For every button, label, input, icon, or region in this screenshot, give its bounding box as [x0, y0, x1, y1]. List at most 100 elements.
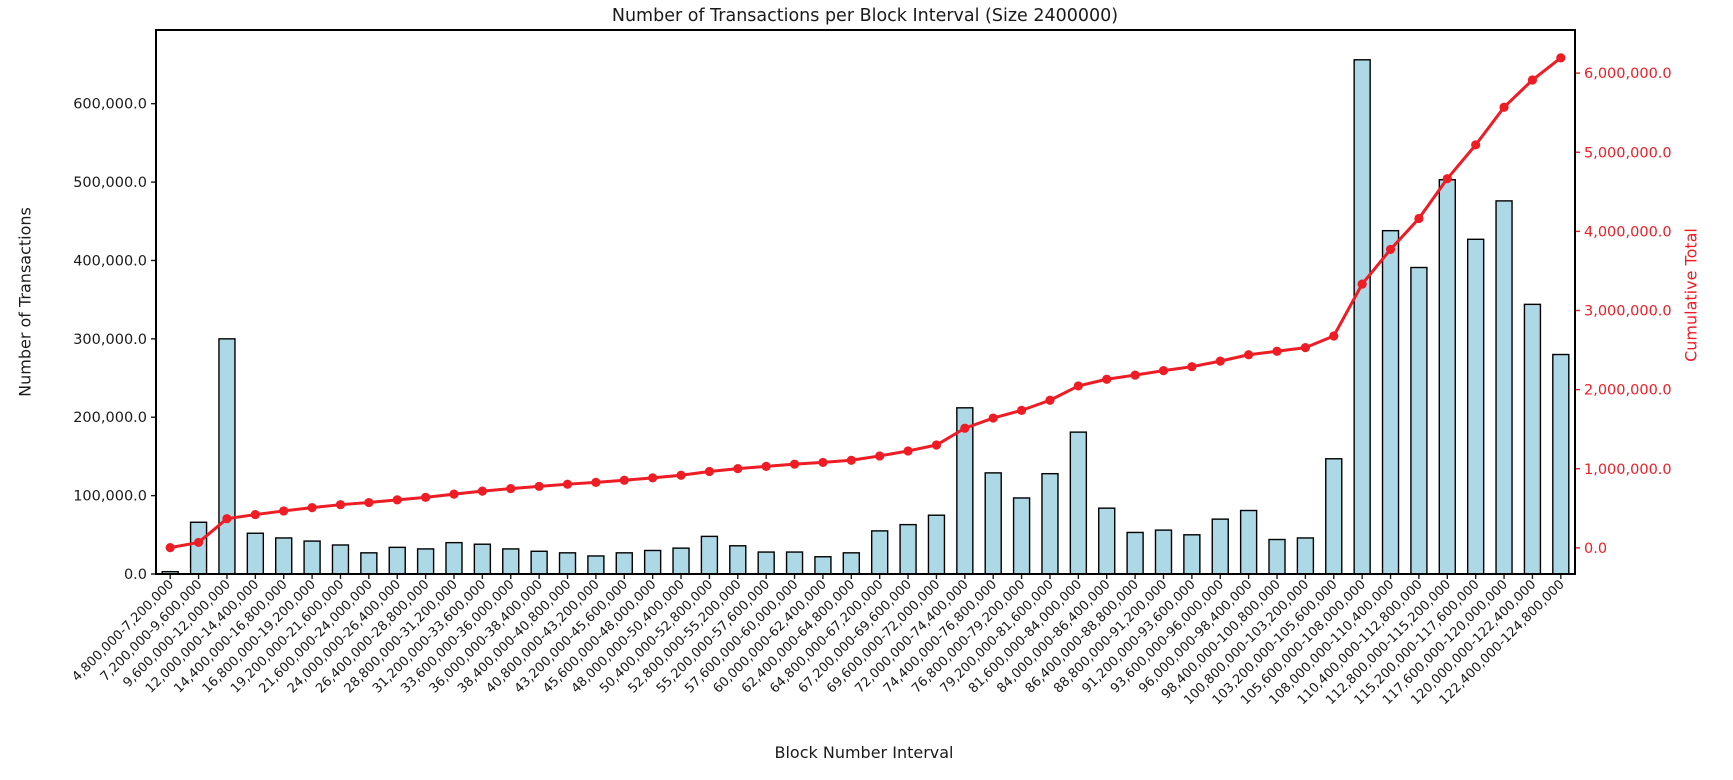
bar: [1098, 507, 1116, 575]
y-axis-tick-label-right: 4,000,000.0: [1584, 224, 1672, 240]
x-axis-title: Block Number Interval: [774, 743, 954, 762]
bar: [1239, 509, 1258, 575]
bar: [331, 544, 350, 575]
cumulative-point: [1385, 244, 1396, 255]
cumulative-point: [818, 457, 828, 468]
cumulative-point: [1556, 53, 1566, 63]
bar: [814, 556, 832, 575]
bar: [1438, 179, 1456, 575]
bar: [1069, 431, 1088, 575]
cumulative-point: [1527, 75, 1538, 85]
y-axis-tick-label-left: 400,000.0: [73, 253, 147, 269]
y-axis-tick-label-right: 2,000,000.0: [1584, 383, 1672, 399]
cumulative-point: [1244, 350, 1254, 360]
bar: [1296, 537, 1315, 575]
bar: [700, 535, 719, 575]
cumulative-line: [169, 56, 1562, 550]
cumulative-point: [846, 455, 856, 465]
y-axis-tick-label-right: 5,000,000.0: [1584, 145, 1672, 161]
cumulative-point: [648, 473, 658, 483]
cumulative-point: [335, 500, 346, 510]
bar: [473, 543, 492, 575]
y-axis-tick-label-right: 3,000,000.0: [1584, 304, 1672, 320]
bar: [1041, 472, 1059, 575]
cumulative-point: [1499, 102, 1509, 112]
bar: [1381, 229, 1400, 575]
bar: [927, 514, 946, 575]
cumulative-point: [761, 461, 771, 471]
bar: [984, 472, 1002, 575]
cumulative-point: [1442, 174, 1452, 184]
bar: [899, 523, 917, 575]
cumulative-point: [1215, 356, 1225, 366]
cumulative-point: [903, 446, 913, 456]
y-axis-tick-label-right: 6,000,000.0: [1584, 66, 1672, 82]
cumulative-point: [619, 475, 629, 485]
bar: [1126, 531, 1144, 575]
bar: [360, 552, 378, 575]
bar: [757, 551, 775, 575]
y-axis-title-left: Number of Transactions: [15, 207, 35, 397]
cumulative-point: [789, 459, 800, 469]
cumulative-point: [307, 503, 317, 513]
cumulative-point: [1130, 370, 1140, 380]
bar: [1183, 534, 1201, 575]
bar: [275, 537, 293, 575]
bar: [1495, 200, 1513, 575]
y-axis-title-right: Cumulative Total: [1681, 228, 1701, 362]
bar: [530, 550, 548, 575]
cumulative-point: [279, 506, 289, 516]
cumulative-point: [562, 479, 573, 489]
cumulative-point: [1272, 346, 1282, 356]
y-axis-tick-label-left: 300,000.0: [73, 332, 147, 348]
y-axis-tick-label-right: 0.0: [1584, 541, 1607, 557]
bar: [558, 552, 577, 575]
y-axis-tick-label-left: 500,000.0: [73, 175, 147, 191]
chart-title: Number of Transactions per Block Interva…: [611, 6, 1119, 26]
cumulative-point: [704, 466, 715, 477]
bar: [1410, 266, 1428, 575]
y-axis-tick-label-left: 200,000.0: [73, 410, 147, 426]
cumulative-point: [449, 489, 459, 499]
plot-border: [155, 29, 1576, 575]
cumulative-point: [165, 543, 175, 553]
cumulative-point: [1016, 405, 1027, 415]
bar: [1325, 458, 1343, 575]
bar: [842, 552, 861, 575]
bar: [643, 549, 662, 575]
bar: [1466, 238, 1485, 575]
cumulative-point: [988, 413, 998, 423]
cumulative-point: [1471, 140, 1481, 150]
cumulative-point: [364, 497, 374, 508]
bar: [189, 521, 208, 575]
cumulative-point: [534, 481, 544, 491]
bar: [1523, 303, 1542, 575]
cumulative-point: [1045, 395, 1055, 405]
bar: [1012, 497, 1031, 575]
cumulative-point: [1102, 374, 1112, 384]
y-axis-tick-label-left: 100,000.0: [73, 489, 147, 505]
bar: [1154, 529, 1173, 575]
bar: [615, 552, 633, 575]
y-axis-tick-label-right: 1,000,000.0: [1584, 462, 1672, 478]
bar: [587, 555, 605, 575]
cumulative-point: [421, 492, 431, 502]
cumulative-point: [875, 451, 885, 461]
y-axis-tick-label-left: 0.0: [124, 567, 147, 583]
y-axis-tick-label-left: 600,000.0: [73, 97, 147, 113]
bar: [388, 546, 406, 575]
cumulative-point: [676, 470, 686, 480]
cumulative-point: [1357, 279, 1367, 289]
bar: [445, 541, 463, 575]
bar: [729, 545, 747, 575]
bar: [416, 548, 435, 575]
bar: [502, 548, 520, 575]
bar: [1268, 538, 1286, 575]
bar: [672, 547, 690, 575]
bar: [1353, 59, 1371, 575]
bar: [1211, 518, 1229, 575]
cumulative-point: [193, 537, 204, 548]
cumulative-point: [392, 495, 402, 505]
